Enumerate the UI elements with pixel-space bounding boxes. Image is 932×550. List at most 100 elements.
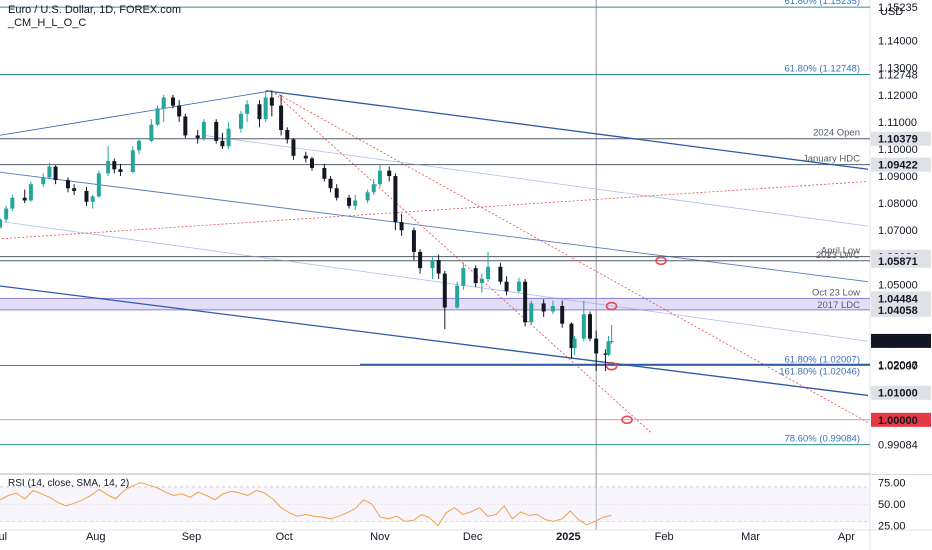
candle-body-46 — [377, 170, 382, 185]
candle-body-54 — [442, 273, 447, 308]
level-label-8: 61.80% (1.02007) — [784, 354, 860, 365]
candle-body-10 — [84, 190, 89, 202]
candle-body-20 — [161, 97, 166, 109]
current-price-badge: 1.02914 — [878, 336, 919, 348]
horizontal-levels — [0, 6, 870, 446]
candle-body-36 — [291, 139, 296, 156]
candle-body-23 — [183, 116, 188, 136]
level-badge-3: 1.09422 — [878, 160, 918, 172]
candle-body-74 — [606, 341, 611, 355]
candle-body-73 — [603, 353, 608, 355]
chart-title: Euro / U.S. Dollar, 1D, FOREX.com _CM_H_… — [8, 4, 181, 30]
candle-body-47 — [387, 170, 392, 177]
candle-body-22 — [177, 105, 182, 117]
highlight-band — [0, 298, 870, 310]
candle-body-21 — [170, 97, 175, 106]
price-tick-4: 1.10000 — [878, 144, 918, 156]
candle-body-49 — [399, 222, 404, 231]
candle-body-51 — [418, 251, 423, 269]
price-tick-7: 1.07000 — [878, 225, 918, 237]
rsi-label: RSI (14, close, SMA, 14, 2) — [8, 478, 130, 489]
price-tick-6: 1.08000 — [878, 198, 918, 210]
current-price-badge-bg — [871, 333, 931, 348]
candle-body-57 — [473, 268, 478, 284]
candle-body-11 — [90, 196, 95, 202]
badge-parity: 1.00000 — [878, 415, 918, 427]
candle-body-55 — [455, 285, 460, 308]
candle-body-67 — [560, 306, 565, 324]
candle-body-66 — [550, 306, 555, 312]
candle-body-45 — [371, 184, 376, 193]
time-tick-8: Mar — [741, 531, 760, 543]
level-label-7: 2017 LDC — [817, 300, 860, 311]
fib-hidden-1: 1.12748 — [878, 70, 918, 82]
price-tick-0: 1.14000 — [878, 36, 918, 48]
level-badge-7-bg — [871, 302, 931, 317]
level-annotations: 61.80% (1.15235) 61.80% (1.12748) 2024 Ope… — [779, 0, 860, 445]
candle-body-72 — [594, 338, 599, 354]
candle-body-39 — [322, 167, 327, 179]
level-label-0: 61.80% (1.15235) — [784, 0, 860, 7]
time-tick-7: Feb — [655, 531, 674, 543]
time-tick-3: Oct — [276, 531, 293, 543]
candle-body-5 — [41, 177, 46, 185]
marker-circle-2 — [605, 361, 618, 371]
candle-body-58 — [479, 278, 484, 284]
fib-hidden-0: 1.15235 — [878, 2, 918, 14]
level-badge-6-bg — [871, 291, 931, 306]
candle-body-50 — [411, 230, 416, 252]
candle-body-15 — [118, 169, 123, 172]
time-tick-0: Jul — [0, 531, 7, 543]
candle-body-61 — [504, 281, 509, 292]
rsi-line — [0, 482, 612, 527]
candle-body-1 — [4, 208, 9, 220]
candle-body-25 — [201, 121, 206, 139]
level-label-6: Oct 23 Low — [812, 287, 860, 298]
price-tick-8: 1.05000 — [878, 279, 918, 291]
candle-body-9 — [72, 188, 77, 191]
support-badge: 1.01000 — [878, 388, 918, 400]
candle-body-42 — [347, 197, 352, 206]
time-tick-4: Nov — [370, 531, 390, 543]
level-label-1: 61.80% (1.12748) — [784, 64, 860, 75]
symbol-title: Euro / U.S. Dollar, 1D, FOREX.com — [8, 4, 181, 16]
candle-body-33 — [269, 97, 274, 106]
red-dashed-rising — [0, 181, 869, 240]
price-tick-2: 1.12000 — [878, 90, 918, 102]
level-badge-2-bg — [871, 131, 931, 146]
candle-body-59 — [486, 266, 491, 279]
time-tick-1: Aug — [86, 531, 106, 543]
median-line — [203, 135, 869, 227]
candle-body-34 — [279, 105, 284, 131]
level-badge-5: 1.05871 — [878, 256, 918, 268]
time-axis: Jul Aug Sep Oct Nov Dec 2025 Feb Mar Apr — [0, 529, 932, 543]
lower-channel-line — [0, 285, 869, 397]
candle-body-43 — [353, 200, 358, 206]
candle-body-12 — [96, 173, 101, 197]
candle-body-7 — [53, 166, 58, 181]
level-label-3: January HDC — [803, 154, 860, 165]
candle-body-17 — [137, 140, 142, 151]
fib-hidden-2: 1.02007 — [878, 360, 918, 372]
candle-body-30 — [245, 104, 250, 114]
candle-body-14 — [112, 161, 117, 170]
badge-parity-bg — [871, 412, 931, 427]
level-badge-3-bg — [871, 157, 931, 172]
candle-body-64 — [529, 303, 534, 323]
candle-body-52 — [430, 260, 435, 269]
candle-body-3 — [22, 197, 27, 201]
candle-body-60 — [498, 266, 503, 282]
level-label-5: 2023 LWC — [816, 250, 860, 261]
price-tick-3: 1.11000 — [878, 117, 917, 129]
level-badge-5-bg — [871, 253, 931, 268]
time-tick-2: Sep — [182, 531, 202, 543]
mid-channel-line — [0, 171, 869, 283]
candle-body-16 — [130, 150, 135, 172]
rsi-tick-0: 75.00 — [878, 478, 906, 490]
level-label-2: 2024 Open — [813, 128, 860, 139]
candle-body-37 — [303, 155, 308, 159]
candle-body-4 — [28, 184, 33, 201]
time-tick-6: 2025 — [556, 531, 580, 543]
candle-body-56 — [461, 268, 466, 286]
